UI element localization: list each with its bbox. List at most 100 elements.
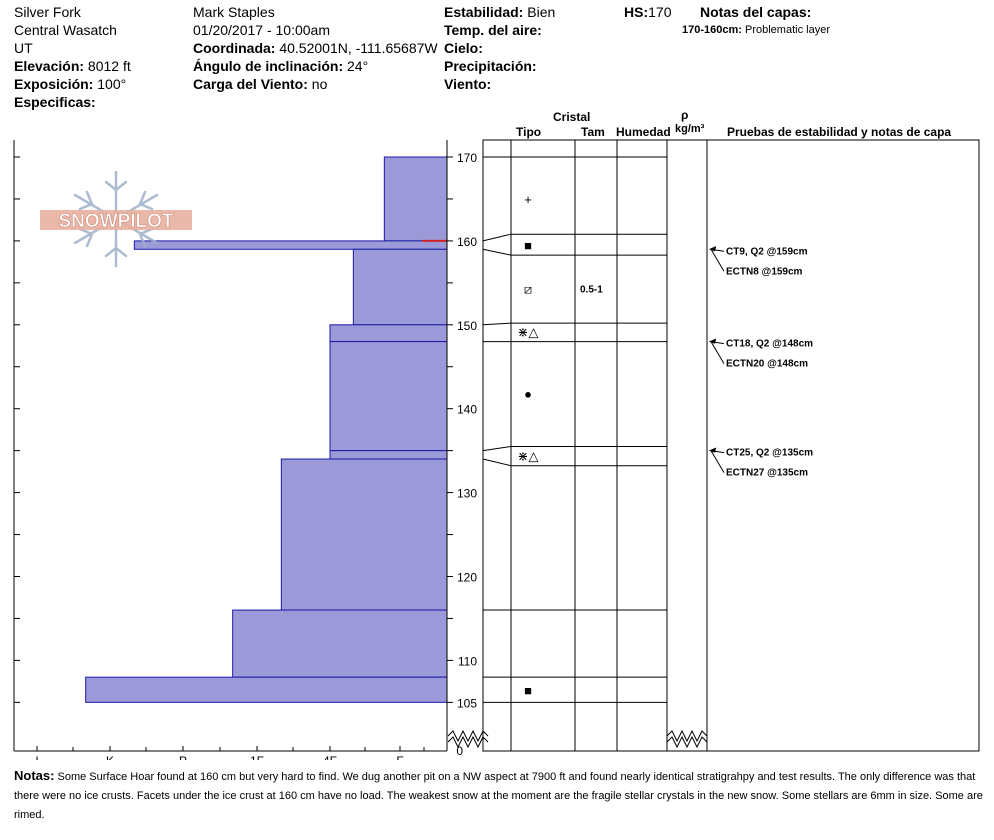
layer-note: 170-160cm: Problematic layer bbox=[682, 24, 830, 36]
aspect-value: 100° bbox=[97, 76, 127, 92]
air-temp-label: Temp. del aire: bbox=[444, 22, 542, 38]
hardness-layer bbox=[232, 609, 448, 678]
test-label: ECTN27 @135cm bbox=[726, 468, 808, 479]
hardness-tick-label: P bbox=[179, 754, 187, 760]
stability: Estabilidad: Bien bbox=[444, 3, 555, 21]
grain-symbol: ⋇△ bbox=[518, 449, 539, 464]
axes: 170 160 150 140 130 120 110 105 0 I K P 1F 4F F bbox=[14, 151, 708, 760]
specifics: Especificas: bbox=[14, 93, 96, 111]
height-tick-label: 120 bbox=[457, 571, 477, 585]
test-arrowhead bbox=[709, 338, 716, 344]
grain-symbol: ⧄ bbox=[524, 282, 532, 297]
crystal-grid bbox=[482, 156, 667, 703]
axis-break bbox=[447, 729, 489, 749]
test-label: CT9, Q2 @159cm bbox=[726, 246, 808, 257]
hardness-tick-label: I bbox=[35, 754, 38, 760]
hardness-tick-label: 4F bbox=[323, 754, 337, 760]
location: Silver Fork bbox=[14, 4, 81, 20]
grain-symbols: + ■ ⧄ 0.5-1 ⋇△ ● ⋇△ ■ bbox=[518, 192, 604, 698]
hs-label: HS: bbox=[624, 4, 649, 20]
layer-note-range: 170-160cm: bbox=[682, 24, 742, 36]
coord-value: 40.52001N, -111.65687W bbox=[279, 40, 438, 56]
datetime: 01/20/2017 - 10:00am bbox=[193, 22, 330, 38]
hardness-layer bbox=[329, 341, 448, 452]
hardness-tick-label: K bbox=[106, 754, 114, 760]
grain-symbol: + bbox=[524, 192, 532, 207]
hs-value: 170 bbox=[648, 4, 672, 20]
test-arrowhead bbox=[709, 246, 716, 252]
layer-notes-title: Notas del capas: bbox=[700, 3, 811, 21]
grain-symbol: ● bbox=[524, 387, 532, 402]
slope-value: 24° bbox=[347, 58, 369, 74]
observer: Mark Staples bbox=[193, 4, 275, 20]
crystal-frame bbox=[482, 139, 980, 752]
grain-symbol: ⋇△ bbox=[518, 325, 539, 340]
hardness-layer bbox=[329, 450, 448, 460]
hardness-layer bbox=[383, 156, 448, 242]
height-tick-label: 150 bbox=[457, 319, 477, 333]
chart-frames bbox=[13, 139, 980, 752]
snowpilot-logo: SNOWPILOT bbox=[40, 170, 192, 268]
stability-value: Bien bbox=[527, 4, 556, 20]
snow-profile-chart: SNOWPILOT + ■ ⧄ 0.5-1 ⋇△ ● ⋇△ ■ CT25, Q2 @135cm… bbox=[13, 139, 980, 760]
test-arrowhead bbox=[709, 447, 716, 453]
boundary-connector bbox=[482, 248, 512, 256]
height-tick-label: 0 bbox=[456, 744, 463, 758]
grain-symbol: ■ bbox=[524, 238, 532, 253]
wind-label: Viento: bbox=[444, 76, 492, 92]
hardness-layer bbox=[329, 324, 448, 343]
snow-height: HS:170 bbox=[624, 3, 671, 21]
test-label: CT25, Q2 @135cm bbox=[726, 448, 813, 459]
grain-symbol: ■ bbox=[524, 683, 532, 698]
height-tick-label: 140 bbox=[457, 403, 477, 417]
state: UT bbox=[14, 40, 33, 56]
slope-label: Ángulo de inclinación: bbox=[193, 58, 344, 74]
height-tick-label: 160 bbox=[457, 235, 477, 249]
height-tick-label: 130 bbox=[457, 487, 477, 501]
precipitation: Precipitación: bbox=[444, 57, 537, 75]
hardness-tick-label: 1F bbox=[250, 754, 264, 760]
coord-label: Coordinada: bbox=[193, 40, 276, 56]
axis-break bbox=[666, 729, 708, 749]
size-header: Tam bbox=[581, 125, 605, 139]
test-arrow bbox=[710, 450, 725, 473]
boundary-connector bbox=[482, 233, 512, 242]
tests-header: Pruebas de estabilidad y notas de capa bbox=[727, 125, 952, 139]
stability-label: Estabilidad: bbox=[444, 4, 524, 20]
air-temp: Temp. del aire: bbox=[444, 21, 542, 39]
test-arrow bbox=[710, 341, 725, 364]
slope-angle: Ángulo de inclinación: 24° bbox=[193, 57, 368, 75]
elevation: Elevación: 8012 ft bbox=[14, 57, 131, 75]
boundary-connector bbox=[482, 458, 512, 467]
moisture-header: Humedad bbox=[616, 125, 671, 139]
hardness-layer bbox=[352, 248, 448, 326]
hardness-layer bbox=[133, 240, 448, 250]
elevation-label: Elevación: bbox=[14, 58, 85, 74]
boundary-connector bbox=[482, 322, 512, 326]
hardness-layers bbox=[85, 156, 448, 703]
wind-load-value: no bbox=[311, 76, 328, 92]
precip-label: Precipitación: bbox=[444, 58, 537, 74]
rho-header: ρ bbox=[681, 108, 689, 122]
notes-text: Some Surface Hoar found at 160 cm but ve… bbox=[14, 771, 983, 821]
mountain-range: Central Wasatch bbox=[14, 22, 117, 38]
test-arrow bbox=[710, 249, 725, 272]
elevation-value: 8012 ft bbox=[87, 58, 131, 74]
aspect-label: Exposición: bbox=[14, 76, 94, 92]
hardness-layer bbox=[280, 458, 448, 611]
coordinates: Coordinada: 40.52001N, -111.65687W bbox=[193, 39, 438, 57]
sky: Cielo: bbox=[444, 39, 483, 57]
crystal-header: Cristal bbox=[553, 110, 591, 124]
wind-load-label: Carga del Viento: bbox=[193, 76, 308, 92]
test-label: CT18, Q2 @148cm bbox=[726, 339, 813, 350]
hardness-tick-label: F bbox=[396, 754, 403, 760]
layer-note-text: Problematic layer bbox=[745, 24, 830, 36]
specifics-label: Especificas: bbox=[14, 94, 96, 110]
boundary-connector bbox=[482, 445, 512, 452]
layer-notes-label: Notas del capas: bbox=[700, 4, 812, 20]
stability-tests: CT25, Q2 @135cm ECTN27 @135cm CT18, Q2 @14… bbox=[709, 246, 813, 479]
aspect: Exposición: 100° bbox=[14, 75, 126, 93]
height-tick-label: 110 bbox=[458, 654, 477, 668]
height-tick-label: 170 bbox=[457, 151, 477, 165]
test-label: ECTN8 @159cm bbox=[726, 266, 803, 277]
